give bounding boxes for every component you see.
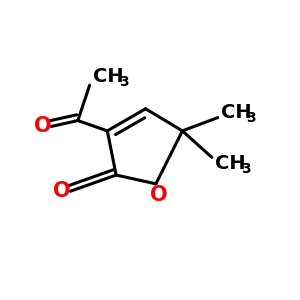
Text: 3: 3	[119, 75, 129, 89]
Text: 3: 3	[247, 111, 256, 124]
Text: CH: CH	[221, 103, 251, 122]
Text: CH: CH	[93, 68, 124, 86]
Text: O: O	[53, 181, 70, 201]
Text: O: O	[150, 185, 168, 205]
Text: CH: CH	[215, 154, 245, 173]
Text: 3: 3	[241, 162, 250, 176]
Text: O: O	[34, 116, 51, 136]
